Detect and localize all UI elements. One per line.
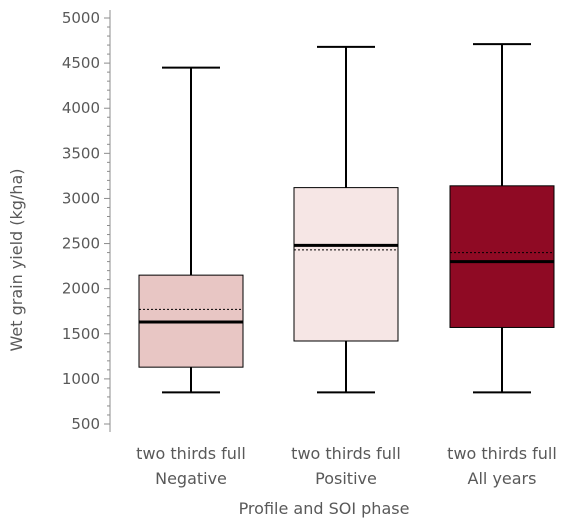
box-3 bbox=[449, 43, 555, 394]
iqr-box bbox=[293, 187, 399, 342]
y-tick-label: 1000 bbox=[62, 370, 100, 388]
y-tick-label: 1500 bbox=[62, 325, 100, 343]
y-tick-label: 500 bbox=[71, 415, 100, 433]
iqr-box bbox=[449, 185, 555, 328]
x-tick-label-sub: Negative bbox=[155, 469, 227, 488]
y-tick-label: 5000 bbox=[62, 9, 100, 27]
y-axis: 500 1000 1500 2000 2500 3000 3500 4000 4500 5000 bbox=[62, 9, 111, 433]
y-axis-title: Wet grain yield (kg/ha) bbox=[7, 169, 26, 352]
y-tick-label: 2000 bbox=[62, 280, 100, 298]
x-tick-label: two thirds full bbox=[447, 444, 557, 463]
x-axis-labels: two thirds full Negative two thirds full Po… bbox=[136, 444, 557, 488]
y-tick-label: 2500 bbox=[62, 235, 100, 253]
x-tick-label-sub: Positive bbox=[315, 469, 377, 488]
x-tick-label-sub: All years bbox=[468, 469, 537, 488]
box-1 bbox=[138, 66, 244, 394]
boxes bbox=[138, 43, 555, 394]
box-2 bbox=[293, 45, 399, 394]
x-axis-title: Profile and SOI phase bbox=[239, 499, 410, 518]
y-tick-label: 4500 bbox=[62, 54, 100, 72]
y-tick-label: 3000 bbox=[62, 189, 100, 207]
y-tick-label: 4000 bbox=[62, 99, 100, 117]
y-tick-label: 3500 bbox=[62, 144, 100, 162]
x-tick-label: two thirds full bbox=[291, 444, 401, 463]
x-tick-label: two thirds full bbox=[136, 444, 246, 463]
